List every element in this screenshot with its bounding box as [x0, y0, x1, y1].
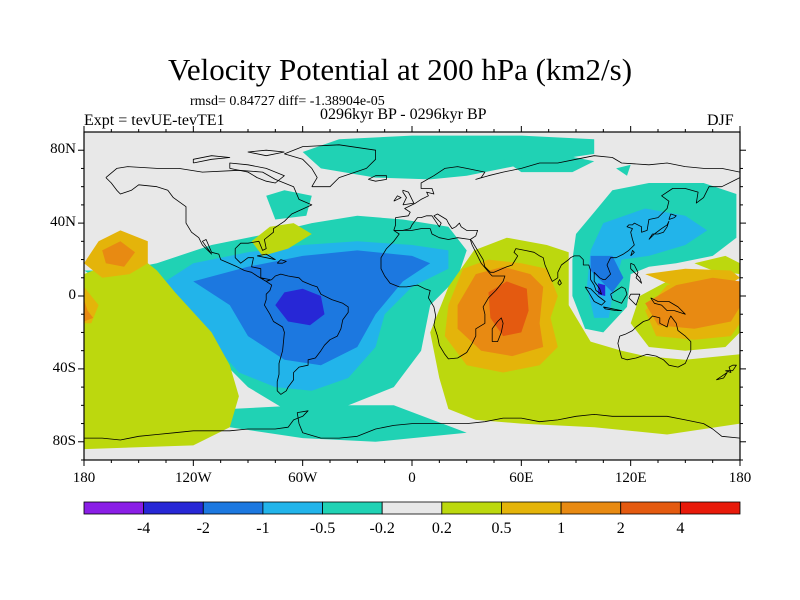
colorbar-swatch-3 — [262, 501, 323, 515]
colorbar-swatch-6 — [441, 501, 502, 515]
coastline-6 — [617, 315, 692, 368]
chart-title: Velocity Potential at 200 hPa (km2/s) — [167, 52, 633, 87]
coastline-17 — [402, 189, 415, 206]
coastline-13 — [648, 220, 670, 240]
y-tick-label: 80S — [52, 432, 76, 449]
coastline-26 — [716, 372, 728, 381]
coastline-27 — [557, 279, 562, 286]
coastline-4 — [393, 177, 740, 295]
contour-region-0-2 — [302, 135, 595, 180]
colorbar-swatch-2 — [202, 501, 264, 515]
colorbar-label: 0.5 — [491, 520, 512, 537]
colorbar-label: -0.2 — [369, 520, 395, 537]
coastline-21 — [276, 259, 287, 264]
coastline-2 — [284, 144, 376, 188]
colorbar-label: -0.5 — [309, 520, 336, 537]
contour-region-6-3 — [645, 277, 740, 329]
x-tick-label: 0 — [408, 470, 416, 486]
contour-fields — [84, 135, 740, 450]
coastline-24 — [247, 149, 285, 157]
contour-region-6-1 — [102, 241, 135, 267]
colorbar-swatch-10 — [679, 501, 741, 515]
contour-region-7-0 — [488, 281, 529, 337]
colorbar-swatch-0 — [83, 501, 145, 515]
contour-region-1-1 — [586, 208, 708, 318]
coastline-15 — [630, 250, 635, 257]
y-tick-label: 40S — [52, 359, 76, 376]
coastline-12 — [650, 297, 686, 315]
contour-region-4-1 — [251, 223, 312, 256]
colorbar-label: 2 — [616, 520, 625, 537]
coastline-29 — [296, 412, 740, 439]
contour-region-0-1 — [229, 405, 467, 442]
contour-region-2-1 — [590, 255, 624, 293]
colorbar-label: 0.2 — [431, 520, 452, 537]
coastline-7 — [491, 317, 504, 342]
coastline-10 — [610, 286, 628, 304]
x-tick-label: 60W — [288, 470, 318, 486]
x-tick-label: 120W — [174, 470, 212, 486]
coastline-22 — [229, 162, 285, 184]
contour-region-4-0 — [84, 255, 239, 450]
colorbar-swatch-9 — [620, 501, 681, 515]
contour-region-0-5 — [616, 164, 631, 176]
coastline-25 — [725, 364, 737, 373]
axis-ticks — [78, 126, 746, 466]
x-tick-label: 180 — [728, 470, 752, 486]
coastline-18 — [393, 195, 402, 202]
colorbar-label: -2 — [196, 520, 210, 537]
coastline-20 — [257, 253, 276, 260]
y-tick-label: 80N — [50, 141, 76, 158]
coastline-23 — [192, 155, 231, 164]
coastlines — [84, 144, 740, 441]
coastline-11 — [628, 293, 641, 306]
coastline-19 — [368, 175, 387, 182]
coastline-0 — [105, 166, 313, 282]
y-tick-label: 40N — [50, 214, 76, 231]
contour-region-4-4 — [694, 255, 740, 275]
colorbar-label: -4 — [136, 520, 151, 537]
coastline-8 — [584, 286, 606, 306]
colorbar-label: 1 — [557, 520, 566, 537]
contour-region-6-0 — [84, 299, 94, 322]
colorbar-swatch-1 — [143, 501, 204, 515]
x-tick-label: 60E — [509, 470, 534, 486]
colorbar — [83, 501, 741, 515]
colorbar-swatch-4 — [322, 501, 383, 515]
period-label: 0296kyr BP - 0296kyr BP — [320, 106, 487, 123]
coastline-16 — [630, 262, 642, 284]
x-tick-label: 180 — [72, 470, 96, 486]
coastline-1 — [264, 273, 349, 395]
coastline-14 — [668, 213, 677, 220]
colorbar-swatch-8 — [560, 501, 622, 515]
rmsd-diff-stats: rmsd= 0.84727 diff= -1.38904e-05 — [190, 94, 385, 109]
colorbar-label: -1 — [256, 520, 270, 537]
colorbar-swatch-7 — [501, 501, 562, 515]
colorbar-label: 4 — [676, 520, 685, 537]
y-tick-label: 0 — [68, 287, 77, 303]
season-label: DJF — [707, 112, 734, 129]
colorbar-swatch-5 — [381, 501, 443, 515]
x-tick-label: 120E — [614, 470, 647, 486]
contour-region-0-3 — [266, 190, 312, 220]
coastline-3 — [393, 155, 740, 231]
experiment-label: Expt = tevUE-tevTE1 — [84, 112, 225, 129]
contour-region-3-0 — [275, 288, 325, 326]
coastline-5 — [380, 228, 506, 360]
coastline-9 — [603, 306, 622, 311]
